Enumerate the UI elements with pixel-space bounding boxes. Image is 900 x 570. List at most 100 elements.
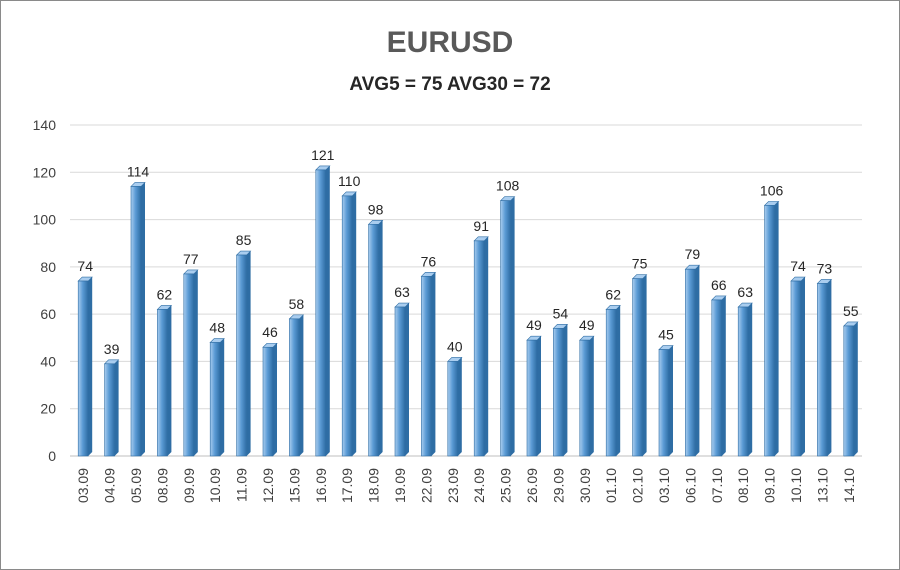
x-tick-label: 22.09 [418,468,434,503]
data-label: 74 [790,258,806,274]
data-label: 108 [496,178,520,194]
x-tick-label: 25.09 [498,468,514,503]
data-label: 49 [579,317,595,333]
x-tick-label: 17.09 [339,468,355,503]
x-tick-label: 07.10 [709,468,725,503]
bar [843,321,859,457]
bar [77,276,93,457]
bar [684,264,701,457]
x-tick-label: 09.09 [181,468,197,503]
data-label: 39 [104,341,120,357]
bar [341,191,357,457]
y-tick-label: 60 [40,306,56,322]
data-label: 55 [843,303,859,319]
bar [420,272,437,457]
data-label: 76 [421,253,437,269]
bar [579,335,595,457]
data-label: 106 [760,182,784,198]
data-label: 85 [236,232,252,248]
bar [473,236,489,457]
x-tick-label: 14.10 [841,468,857,503]
bar [130,182,146,457]
bar [499,196,516,457]
data-label: 91 [473,218,489,234]
data-label: 58 [289,296,305,312]
bar [183,269,199,457]
y-axis: 0 20 40 60 80 100 120 140 [33,117,862,464]
bar [790,276,806,457]
x-tick-label: 08.10 [735,468,751,503]
x-tick-label: 30.09 [577,468,593,503]
data-label: 74 [77,258,93,274]
data-label: 98 [368,201,384,217]
x-tick-label: 05.09 [128,468,144,503]
data-label: 75 [632,256,648,272]
data-label: 110 [338,173,361,189]
bar [103,359,120,457]
data-label: 45 [658,327,674,343]
x-tick-label: 02.10 [630,468,646,503]
x-tick-label: 04.09 [102,468,118,503]
data-label: 54 [553,305,569,321]
data-label: 62 [157,286,173,302]
y-tick-label: 100 [33,212,57,228]
bar [711,295,727,457]
data-label: 63 [394,284,410,300]
bar [262,342,278,457]
data-label: 121 [311,147,335,163]
x-tick-label: 26.09 [524,468,540,503]
y-tick-label: 20 [40,401,56,417]
x-tick-label: 06.10 [682,468,698,503]
bar [235,250,252,457]
bar [394,302,410,457]
x-tick-label: 08.09 [154,468,170,503]
data-label: 62 [605,286,621,302]
y-tick-label: 0 [48,448,56,464]
x-tick-label: 13.10 [814,468,830,503]
x-tick-label: 15.09 [286,468,302,503]
data-label: 77 [183,251,199,267]
bars [77,165,859,457]
x-tick-label: 19.09 [392,468,408,503]
x-tick-label: 03.10 [656,468,672,503]
bar [605,305,621,457]
x-tick-label: 24.09 [471,468,487,503]
chart-subtitle: AVG5 = 75 AVG30 = 72 [349,74,551,95]
y-tick-label: 40 [40,353,56,369]
x-tick-label: 10.10 [788,468,804,503]
data-label: 66 [711,277,727,293]
bar [447,357,463,457]
bar [763,201,780,457]
bar [315,165,331,457]
bar [737,302,753,457]
x-tick-label: 01.10 [603,468,619,503]
data-label: 114 [127,163,150,179]
bar [658,345,674,457]
y-tick-label: 120 [33,164,57,180]
bar [288,314,305,457]
x-tick-label: 23.09 [445,468,461,503]
bar [367,220,384,457]
data-label: 73 [817,260,833,276]
data-label: 48 [209,320,225,336]
data-label: 63 [737,284,753,300]
data-label: 49 [526,317,542,333]
y-tick-label: 140 [33,117,57,133]
x-tick-label: 11.09 [234,468,250,502]
x-tick-label: 09.10 [762,468,778,503]
data-label: 46 [262,324,278,340]
bar [631,274,648,457]
chart-title: EURUSD [386,26,514,59]
x-tick-label: 16.09 [313,468,329,503]
x-tick-label: 10.09 [207,468,223,503]
data-label: 40 [447,338,463,354]
x-tick-label: 18.09 [366,468,382,503]
bar [526,335,542,457]
data-label: 79 [685,246,701,262]
bar [209,338,225,457]
bar [816,279,833,457]
x-axis: 03.09 04.09 05.09 08.09 09.09 10.09 11.09 12.09… [75,468,857,503]
